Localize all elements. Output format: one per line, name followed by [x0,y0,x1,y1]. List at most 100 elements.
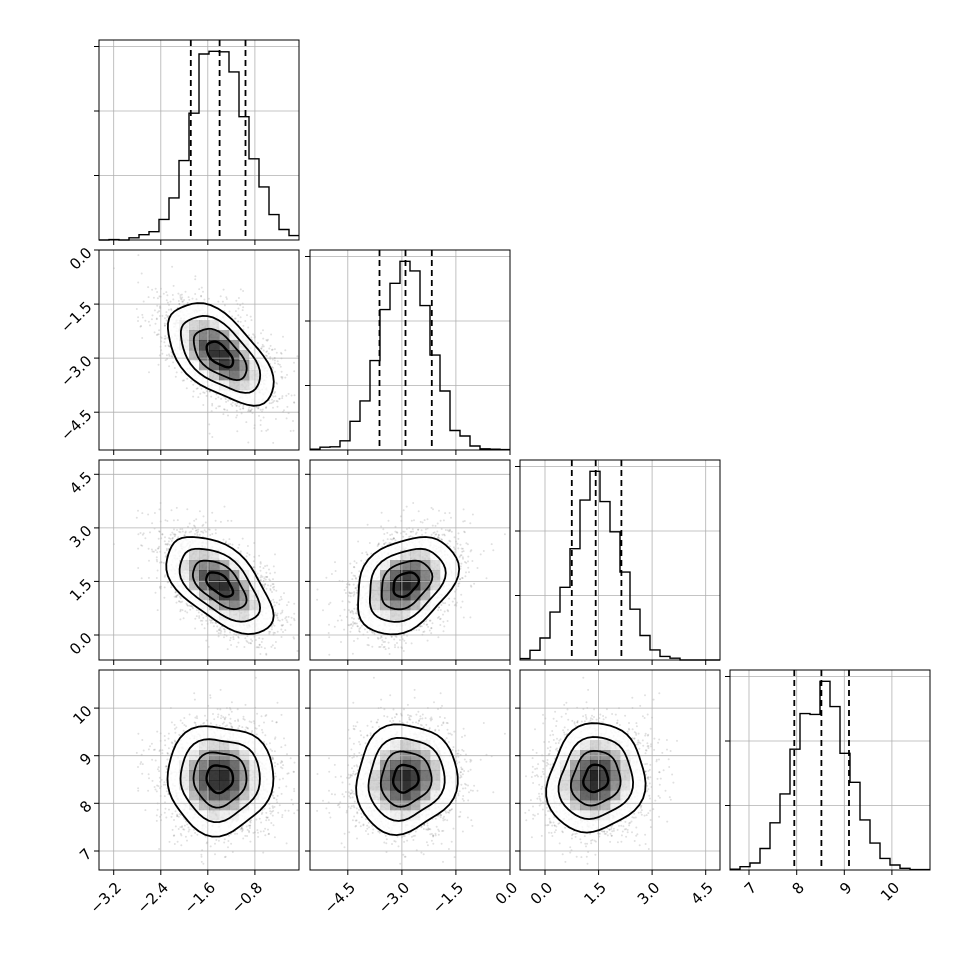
scatter-point [276,612,279,615]
scatter-point [267,352,270,355]
scatter-point [276,405,279,408]
scatter-point [278,397,281,400]
scatter-point [273,359,276,362]
scatter-point [141,316,144,319]
scatter-point [274,391,277,393]
scatter-point [150,318,153,321]
scatter-point [283,409,285,412]
scatter-point [259,576,262,579]
scatter-point [234,403,237,406]
scatter-point [244,637,247,640]
scatter-point [270,348,273,351]
scatter-point [238,405,241,408]
scatter-point [247,408,250,411]
scatter-point [274,418,277,420]
scatter-point [277,363,280,365]
scatter-point [222,288,225,291]
scatter-point [227,543,230,546]
scatter-point [300,404,302,406]
scatter-point [219,295,222,298]
scatter-point [286,405,289,408]
scatter-point [180,293,183,296]
scatter-point [273,362,276,365]
scatter-point [273,624,276,627]
scatter-point [139,325,142,328]
scatter-point [198,510,201,513]
scatter-point [182,300,184,303]
scatter-point [249,410,252,413]
scatter-point [230,519,233,522]
scatter-point [186,377,189,380]
scatter-point [154,287,157,290]
scatter-point [158,508,161,511]
scatter-point [184,530,187,533]
scatter-point [156,551,159,554]
scatter-point [156,569,159,572]
scatter-point [151,550,154,553]
scatter-point [220,397,223,400]
scatter-point [275,601,278,604]
scatter-point [259,561,262,564]
scatter-point [222,627,225,630]
scatter-point [242,324,245,327]
scatter-point [181,609,184,612]
scatter-point [231,404,234,407]
scatter-point [260,574,263,577]
scatter-point [286,373,288,376]
scatter-point [137,316,140,319]
scatter-point [147,320,150,323]
scatter-point [270,402,273,405]
scatter-point [161,533,164,536]
scatter-point [211,436,214,438]
scatter-point [235,404,238,407]
scatter-point [166,581,169,584]
scatter-point [260,332,262,335]
scatter-point [184,531,187,534]
scatter-point [256,451,258,453]
scatter-point [163,337,166,340]
scatter-point [214,528,217,531]
scatter-point [271,644,274,647]
scatter-point [283,592,285,595]
scatter-point [264,583,267,586]
scatter-point [237,307,240,310]
scatter-point [151,522,154,525]
scatter-point [242,306,245,309]
scatter-point [194,278,197,281]
scatter-point [223,408,226,411]
scatter-point [181,296,184,299]
scatter-point [262,345,265,348]
scatter-point [242,290,245,292]
scatter-point [243,646,246,648]
scatter-point [286,604,288,607]
scatter-point [289,623,292,626]
scatter-point [141,533,144,536]
scatter-point [152,296,155,299]
scatter-point [183,379,185,382]
scatter-point [163,324,166,327]
scatter-point [177,600,180,603]
scatter-point [173,528,175,531]
scatter-point [250,642,252,645]
scatter-point [250,336,253,339]
scatter-point [233,317,236,320]
scatter-point [202,531,205,534]
scatter-point [236,414,239,417]
scatter-point [149,324,151,327]
scatter-point [280,624,283,627]
scatter-point [224,541,227,544]
scatter-point [153,331,156,334]
scatter-point [177,536,180,539]
scatter-point [200,294,203,297]
scatter-point [270,628,273,631]
scatter-point [302,598,304,600]
scatter-point [272,441,275,444]
scatter-point [217,300,220,303]
scatter-point [158,329,161,332]
scatter-point [287,601,290,604]
scatter-point [278,619,281,622]
scatter-point [280,595,282,598]
scatter-point [228,310,231,313]
scatter-point [214,621,217,624]
